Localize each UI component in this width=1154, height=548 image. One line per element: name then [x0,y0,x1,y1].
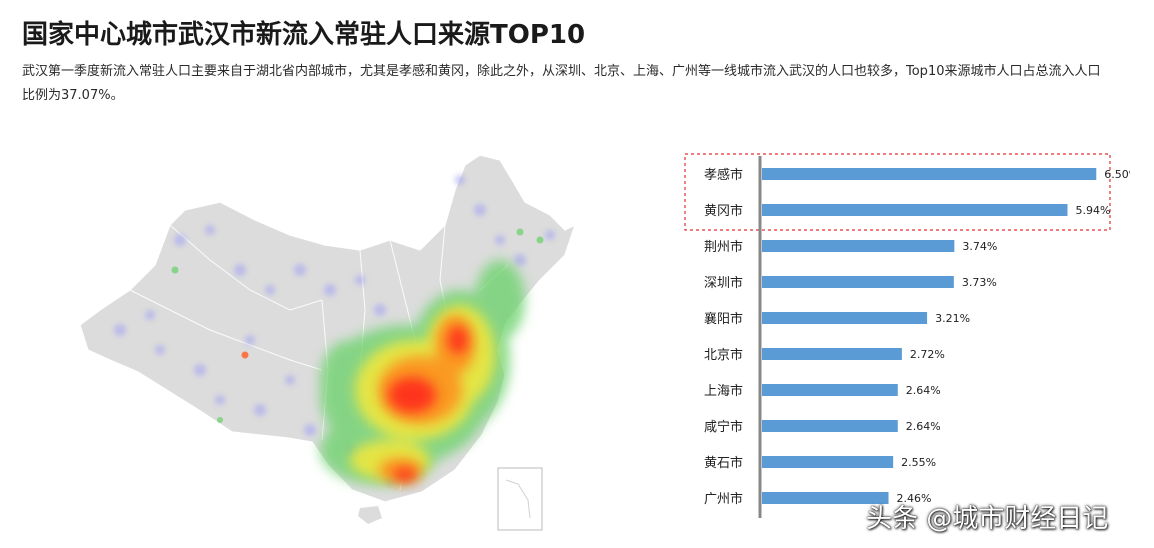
category-label: 广州市 [704,491,743,507]
page-description: 武汉第一季度新流入常驻人口主要来自于湖北省内部城市，尤其是孝感和黄冈，除此之外，… [22,64,1101,103]
category-label: 荆州市 [704,239,743,255]
category-label: 深圳市 [704,275,743,291]
value-label: 2.55% [901,456,936,469]
value-label: 2.64% [906,420,941,433]
category-label: 襄阳市 [704,311,743,327]
value-label: 6.50% [1104,168,1130,181]
bar [762,384,898,396]
value-label: 3.21% [935,312,970,325]
value-label: 3.73% [962,276,997,289]
bar [762,168,1097,180]
value-label: 2.72% [910,348,945,361]
bar [762,276,954,288]
bar [762,420,898,432]
china-heat-map [79,154,577,531]
watermark: 头条 @城市财经日记 [866,504,1109,534]
category-label: 咸宁市 [704,419,743,435]
category-label: 北京市 [704,347,743,363]
bar [762,204,1068,216]
page-title: 国家中心城市武汉市新流入常驻人口来源TOP10 [22,20,586,50]
bar [762,456,894,468]
city-markers [171,228,544,423]
hainan-island [358,506,382,524]
value-label: 2.64% [906,384,941,397]
south-china-sea-inset [497,467,543,531]
category-label: 上海市 [704,383,743,399]
highlight-box [684,153,1111,231]
top10-source-bar-chart: 孝感市 6.50% 黄冈市 5.94% 荆州市 3.74% 深圳市 3.73% 襄阳市 3.21%… [684,153,1130,518]
bar [762,348,902,360]
value-label: 2.46% [897,492,932,505]
category-label: 黄石市 [704,455,743,471]
bar [762,312,928,324]
value-label: 3.74% [962,240,997,253]
bar [762,240,955,252]
category-label: 孝感市 [704,167,743,183]
value-label: 5.94% [1075,204,1110,217]
category-label: 黄冈市 [704,203,743,219]
bar [762,492,889,504]
heat-red-core [388,326,468,482]
